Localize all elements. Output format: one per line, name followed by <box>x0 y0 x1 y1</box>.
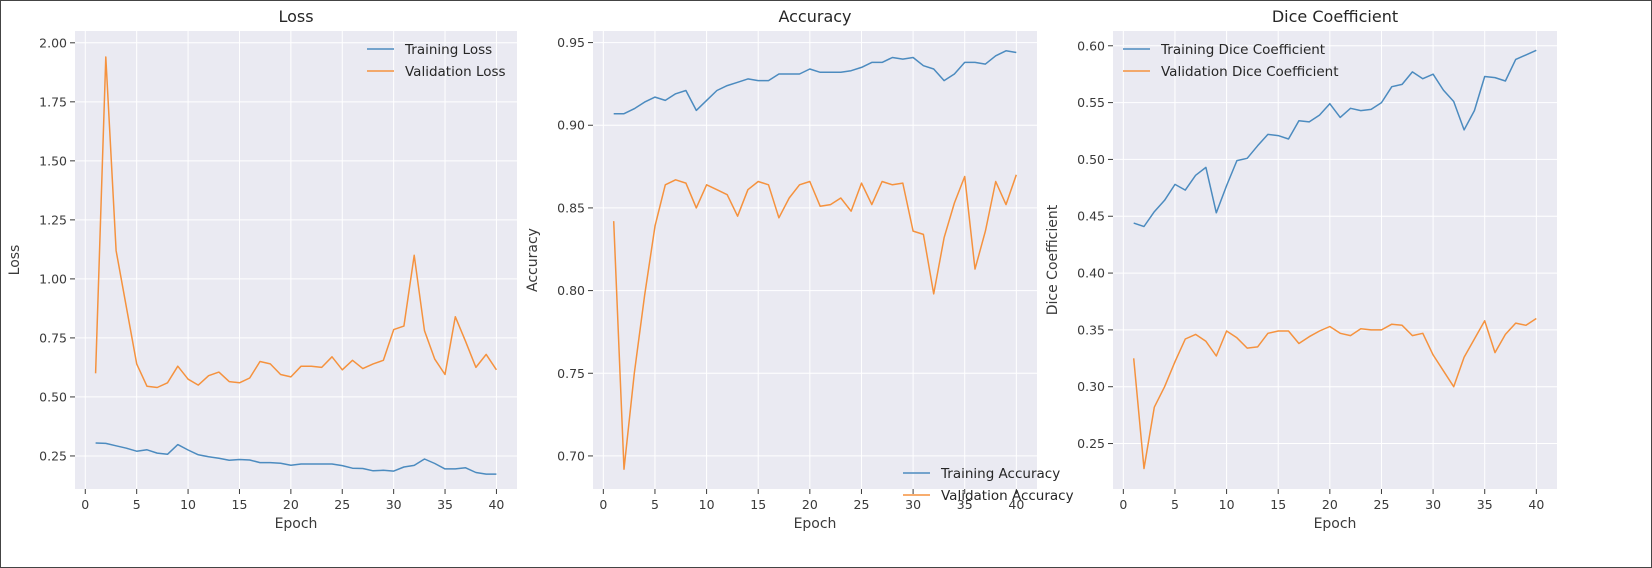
y-tick-label: 0.80 <box>557 283 585 298</box>
y-tick-label: 0.50 <box>39 389 67 404</box>
legend-label: Validation Loss <box>405 64 506 80</box>
x-tick-label: 30 <box>905 497 921 512</box>
plot-area <box>1113 31 1557 489</box>
x-tick-label: 30 <box>1425 497 1441 512</box>
series-line-2 <box>1132 317 1537 470</box>
legend-label: Training Loss <box>404 42 492 58</box>
y-tick-label: 0.35 <box>1077 322 1105 337</box>
x-tick-label: 30 <box>386 497 402 512</box>
x-tick-label: 25 <box>1374 497 1390 512</box>
x-tick-label: 10 <box>1219 497 1235 512</box>
series-line-2 <box>612 174 1018 470</box>
legend: Training Loss Validation Loss <box>367 42 506 80</box>
legend-label: Training Accuracy <box>940 466 1060 482</box>
chart-title: Accuracy <box>778 7 851 26</box>
x-axis-label: Epoch <box>794 516 837 532</box>
y-tick-label: 1.00 <box>39 271 67 286</box>
y-axis-label: Loss <box>7 245 23 276</box>
chart-panel-1: 0 5 10 15 20 25 30 35 40 0.25 0.50 0.75 1.00 1.25 1.50… <box>7 7 517 532</box>
y-tick-label: 0.90 <box>557 118 585 133</box>
x-tick-label: 5 <box>651 497 659 512</box>
series-line-2 <box>94 56 498 389</box>
x-tick-label: 20 <box>1322 497 1338 512</box>
y-tick-label: 0.45 <box>1077 209 1105 224</box>
series-line-1 <box>1133 49 1537 228</box>
y-tick-label: 0.70 <box>557 448 585 463</box>
y-tick-label: 1.25 <box>39 212 67 227</box>
plot-area <box>75 31 517 489</box>
legend-label: Training Dice Coefficient <box>1160 42 1325 58</box>
chart-panel-2: 0 5 10 15 20 25 30 35 40 0.70 0.75 0.80 0.85 0.90 0.95… <box>525 7 1074 532</box>
y-tick-label: 0.75 <box>557 366 585 381</box>
x-tick-label: 25 <box>334 497 350 512</box>
y-tick-label: 0.25 <box>39 448 67 463</box>
x-tick-label: 40 <box>1008 497 1024 512</box>
x-tick-label: 5 <box>1171 497 1179 512</box>
y-tick-label: 0.50 <box>1077 152 1105 167</box>
x-tick-label: 15 <box>750 497 766 512</box>
x-tick-label: 35 <box>437 497 453 512</box>
x-tick-label: 15 <box>1270 497 1286 512</box>
x-tick-label: 0 <box>599 497 607 512</box>
x-axis-label: Epoch <box>275 516 318 532</box>
y-axis-label: Dice Coefficient <box>1045 204 1061 315</box>
y-tick-label: 0.85 <box>557 200 585 215</box>
y-tick-label: 0.75 <box>39 330 67 345</box>
y-axis-label: Accuracy <box>525 228 541 292</box>
y-tick-label: 0.25 <box>1077 436 1105 451</box>
x-axis-label: Epoch <box>1314 516 1357 532</box>
x-tick-label: 15 <box>232 497 248 512</box>
x-tick-label: 20 <box>802 497 818 512</box>
chart-title: Loss <box>278 7 313 26</box>
chart-panel-3: 0 5 10 15 20 25 30 35 40 0.25 0.30 0.35 0.40 0.45 0.50… <box>1045 7 1557 532</box>
y-tick-label: 0.40 <box>1077 266 1105 281</box>
x-tick-label: 5 <box>133 497 141 512</box>
y-tick-label: 2.00 <box>39 35 67 50</box>
x-tick-label: 10 <box>699 497 715 512</box>
x-tick-label: 40 <box>1528 497 1544 512</box>
y-tick-label: 1.50 <box>39 153 67 168</box>
legend-label: Validation Accuracy <box>941 488 1074 504</box>
x-tick-label: 25 <box>854 497 870 512</box>
legend: Training Accuracy Validation Accuracy <box>903 466 1074 504</box>
x-tick-label: 35 <box>957 497 973 512</box>
x-tick-label: 0 <box>1119 497 1127 512</box>
x-tick-label: 40 <box>488 497 504 512</box>
y-tick-label: 0.30 <box>1077 379 1105 394</box>
y-tick-label: 0.60 <box>1077 38 1105 53</box>
series-line-1 <box>95 442 497 475</box>
y-tick-label: 1.75 <box>39 94 67 109</box>
x-tick-label: 20 <box>283 497 299 512</box>
legend: Training Dice Coefficient Validation Dice… <box>1123 42 1339 80</box>
legend-label: Validation Dice Coefficient <box>1161 64 1339 80</box>
y-tick-label: 0.55 <box>1077 95 1105 110</box>
chart-title: Dice Coefficient <box>1272 7 1398 26</box>
x-tick-label: 10 <box>180 497 196 512</box>
plot-area <box>593 31 1037 489</box>
y-tick-label: 0.95 <box>557 35 585 50</box>
x-tick-label: 0 <box>81 497 89 512</box>
x-tick-label: 35 <box>1477 497 1493 512</box>
series-line-1 <box>613 50 1017 115</box>
